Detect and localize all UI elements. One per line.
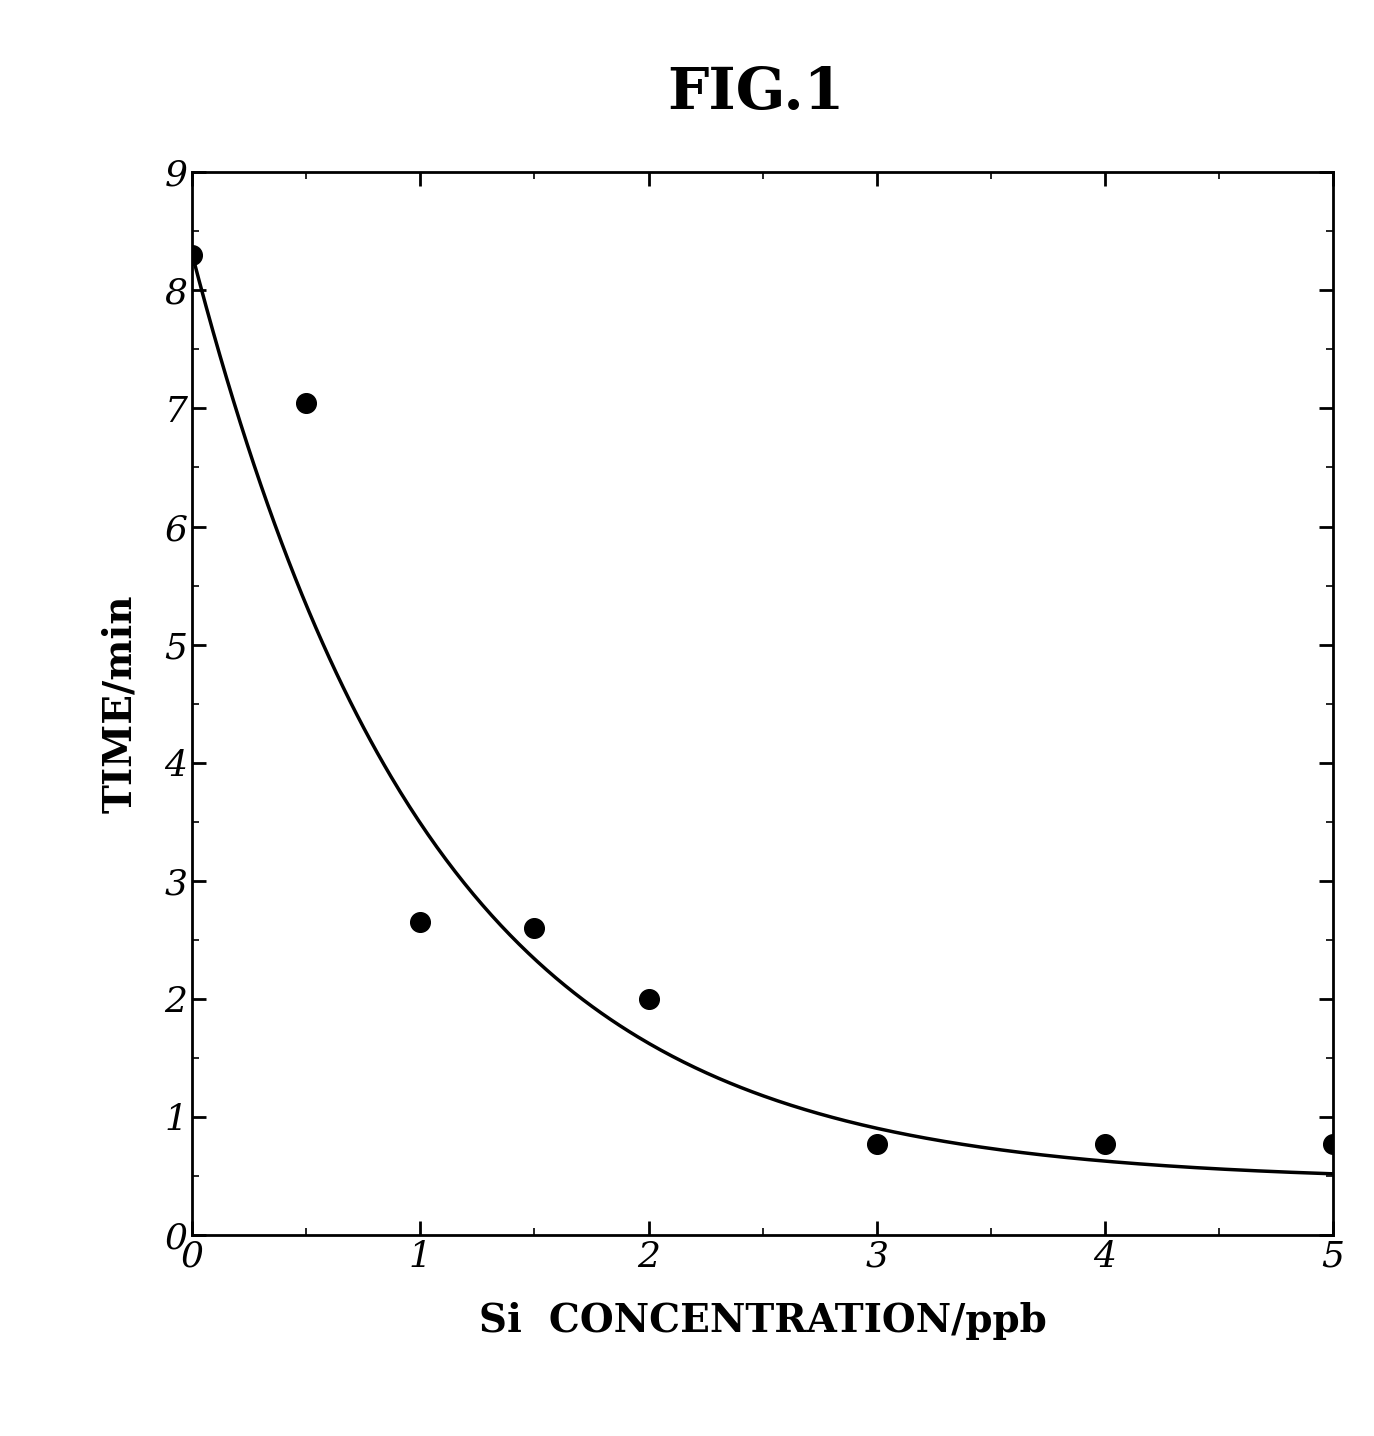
- Y-axis label: TIME/min: TIME/min: [102, 595, 140, 813]
- Point: [1094, 1133, 1116, 1156]
- Point: [638, 988, 660, 1011]
- Point: [523, 916, 545, 939]
- Point: [1322, 1133, 1344, 1156]
- Point: [295, 391, 317, 414]
- Point: [409, 910, 431, 933]
- Point: [866, 1133, 888, 1156]
- X-axis label: Si  CONCENTRATION/ppb: Si CONCENTRATION/ppb: [478, 1301, 1047, 1340]
- Text: FIG.1: FIG.1: [666, 65, 845, 121]
- Point: [181, 244, 203, 267]
